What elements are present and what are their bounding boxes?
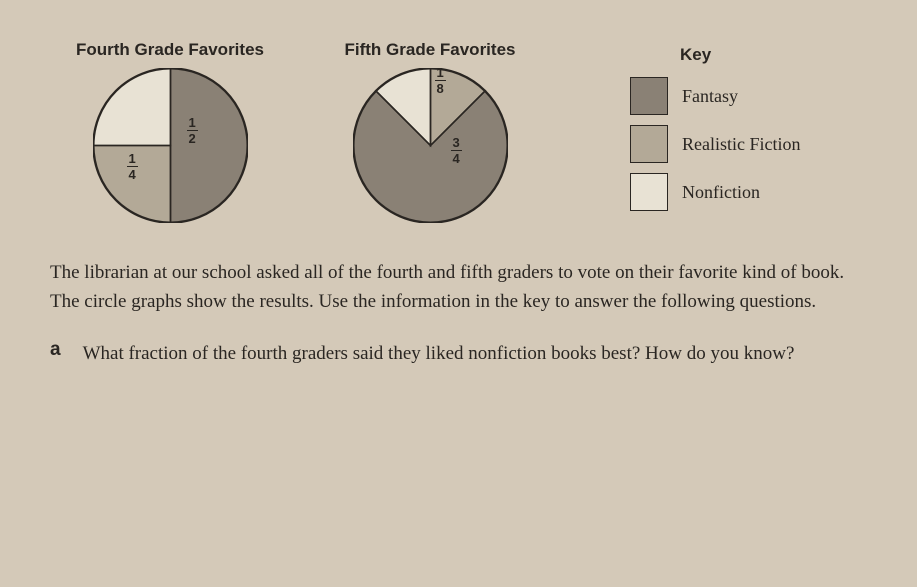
key-title: Key bbox=[680, 45, 801, 65]
slice-fantasy bbox=[170, 68, 248, 223]
fifth-label-threequarter: 3 4 bbox=[451, 136, 462, 165]
fifth-grade-chart-block: Fifth Grade Favorites 1 8 3 4 bbox=[310, 40, 550, 223]
question-letter: a bbox=[50, 339, 61, 368]
fifth-label-eighth: 1 8 bbox=[435, 66, 446, 95]
fourth-grade-chart-block: Fourth Grade Favorites 1 2 1 4 bbox=[50, 40, 290, 223]
key-row-fantasy: Fantasy bbox=[630, 77, 801, 115]
fourth-label-quarter: 1 4 bbox=[127, 152, 138, 181]
fourth-grade-chart-title: Fourth Grade Favorites bbox=[50, 40, 290, 60]
question-text: What fraction of the fourth graders said… bbox=[83, 339, 795, 368]
key-label-nonfiction: Nonfiction bbox=[682, 182, 760, 203]
swatch-realistic-fiction bbox=[630, 125, 668, 163]
key-label-fantasy: Fantasy bbox=[682, 86, 738, 107]
charts-and-key-row: Fourth Grade Favorites 1 2 1 4 Fifth Gra… bbox=[50, 40, 867, 223]
swatch-nonfiction bbox=[630, 173, 668, 211]
fourth-grade-pie: 1 2 1 4 bbox=[93, 68, 248, 223]
fourth-grade-pie-svg bbox=[93, 68, 248, 223]
swatch-fantasy bbox=[630, 77, 668, 115]
question-a-row: a What fraction of the fourth graders sa… bbox=[50, 339, 867, 368]
body-paragraph: The librarian at our school asked all of… bbox=[50, 258, 867, 317]
key-row-realistic-fiction: Realistic Fiction bbox=[630, 125, 801, 163]
fifth-grade-pie: 1 8 3 4 bbox=[353, 68, 508, 223]
key-row-nonfiction: Nonfiction bbox=[630, 173, 801, 211]
fourth-label-half: 1 2 bbox=[187, 116, 198, 145]
fifth-grade-chart-title: Fifth Grade Favorites bbox=[310, 40, 550, 60]
fifth-grade-pie-svg bbox=[353, 68, 508, 223]
key-block: Key Fantasy Realistic Fiction Nonfiction bbox=[630, 40, 801, 223]
key-label-realistic-fiction: Realistic Fiction bbox=[682, 134, 801, 155]
